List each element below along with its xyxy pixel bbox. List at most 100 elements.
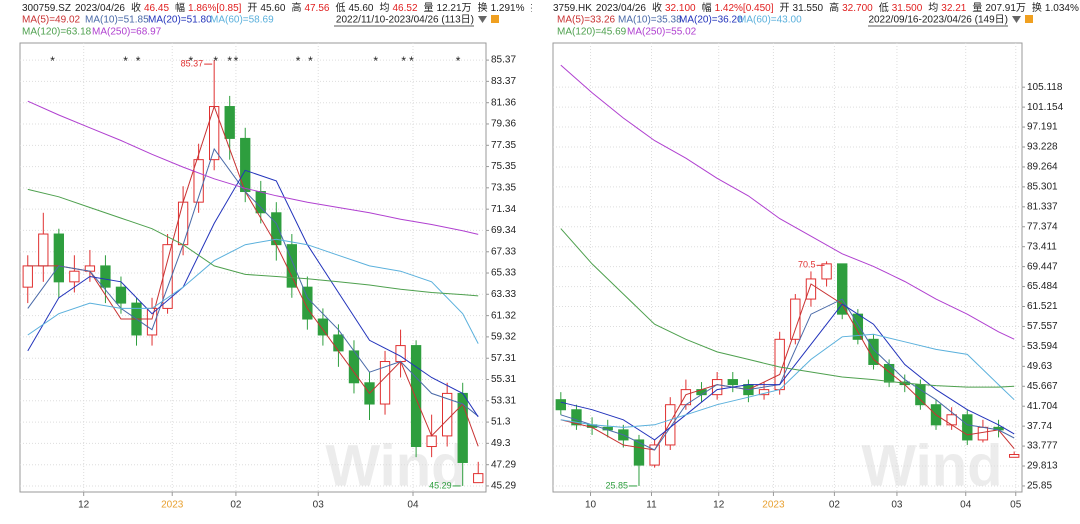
candle-body (790, 298, 801, 340)
field-value: 45.60 (348, 3, 373, 14)
field-label: 幅 (175, 1, 185, 14)
high-label: 70.5 (798, 260, 816, 270)
field-label: 幅 (702, 1, 712, 14)
candle-body (837, 263, 848, 315)
y-tick-label: 105.118 (1027, 82, 1063, 93)
field-label: 振 (530, 1, 532, 14)
field-value: 47.56 (304, 3, 329, 14)
high-label: 85.37 (181, 58, 204, 68)
ma-line (27, 147, 479, 417)
range-label: 2022/09/16-2023/04/26 (149日) (868, 15, 1008, 26)
y-tick-label: 93.228 (1027, 142, 1058, 153)
field-value: 12.21万 (437, 3, 472, 14)
field-value: 32.100 (665, 3, 696, 14)
y-tick-label: 83.37 (491, 76, 516, 87)
field-label: 换 (478, 1, 488, 14)
y-tick-label: 33.777 (1027, 441, 1058, 452)
field-label: 量 (424, 2, 434, 14)
y-tick-label: 53.31 (491, 395, 516, 406)
legend-entry: MA(250)=55.02 (627, 27, 697, 38)
y-tick-label: 81.337 (1027, 201, 1058, 212)
legend-entry: MA(20)=51.80 (148, 15, 212, 26)
field-label: 开 (247, 3, 257, 14)
candle-body (333, 334, 344, 352)
candle-body (177, 201, 189, 246)
field-value: 1.291% (491, 3, 525, 14)
field-value: 1.42%[0.450] (715, 3, 774, 14)
low-label: 25.85 (605, 480, 628, 490)
field-value: 31.550 (793, 3, 824, 14)
y-tick-label: 79.36 (491, 119, 516, 130)
legend-entry: MA(10)=51.85 (85, 15, 149, 26)
field-value: 31.500 (892, 3, 923, 14)
y-tick-label: 69.34 (491, 225, 516, 236)
watermark: Wind (325, 433, 466, 498)
event-marker: * (409, 54, 414, 68)
field-label: 高 (291, 1, 301, 14)
candle-body (162, 244, 173, 309)
event-marker: * (213, 54, 218, 68)
candle-body (426, 435, 437, 448)
legend-entry: MA(60)=58.69 (210, 15, 274, 26)
field-label: 高 (829, 1, 839, 14)
y-tick-label: 81.36 (491, 97, 516, 108)
field-value: 46.45 (144, 3, 169, 14)
legend-entry: MA(120)=45.69 (557, 27, 627, 38)
field-value: 32.700 (842, 3, 873, 14)
dropdown-icon (1012, 16, 1021, 23)
legend-entry: MA(250)=68.97 (92, 27, 162, 38)
field-value: 46.52 (393, 3, 418, 14)
candle-body (555, 399, 567, 411)
legend-entry: MA(120)=63.18 (22, 27, 92, 38)
y-tick-label: 97.191 (1027, 122, 1058, 133)
y-tick-label: 25.85 (1027, 481, 1052, 492)
y-tick-label: 47.29 (491, 459, 516, 470)
candle-body (977, 426, 989, 441)
field-label: 低 (335, 1, 345, 14)
y-tick-label: 73.411 (1027, 241, 1057, 252)
candle-body (649, 444, 660, 466)
y-tick-label: 89.264 (1027, 162, 1058, 173)
ma-line (560, 228, 1015, 388)
x-tick-label: 03 (891, 500, 903, 511)
y-tick-label: 61.521 (1027, 301, 1058, 312)
candle-body (100, 265, 111, 288)
header: 3759.HK 2023/04/26 收 32.100 幅 1.42%[0.450] 开 31… (553, 1, 1080, 14)
event-marker: * (227, 54, 232, 68)
y-tick-label: 73.35 (491, 182, 516, 193)
field-value: 207.91万 (985, 3, 1026, 14)
y-tick-label: 51.3 (491, 417, 511, 428)
event-marker: * (189, 54, 194, 68)
y-tick-label: 59.32 (491, 332, 516, 343)
event-marker: * (123, 54, 128, 68)
candle-body (115, 286, 127, 304)
candle-body (727, 379, 738, 386)
candle-body (38, 233, 49, 267)
ma-line (560, 298, 1015, 451)
event-marker: * (234, 54, 239, 68)
ma-line (27, 104, 479, 447)
x-tick-label: 02 (230, 500, 242, 511)
y-tick-label: 85.37 (491, 55, 516, 66)
y-tick-label: 77.374 (1027, 221, 1058, 232)
ma-line (560, 283, 1015, 451)
y-tick-label: 85.301 (1027, 182, 1058, 193)
candle-body (805, 278, 817, 300)
y-tick-label: 45.667 (1027, 381, 1058, 392)
x-tick-label: 11 (646, 500, 657, 511)
settings-icon (1025, 15, 1033, 23)
date: 2023/04/26 (75, 3, 125, 14)
x-tick-label: 02 (829, 500, 841, 511)
event-marker: * (50, 54, 55, 68)
ma-line (27, 238, 479, 344)
y-tick-label: 57.557 (1027, 321, 1058, 332)
legend-entry: MA(20)=36.20 (679, 15, 743, 26)
candle-body (821, 263, 832, 280)
field-value: 1.86%[0.85] (188, 3, 242, 14)
event-marker: * (373, 54, 378, 68)
y-tick-label: 61.32 (491, 310, 516, 321)
y-tick-label: 63.33 (491, 289, 516, 300)
x-tick-label: 2023 (161, 500, 184, 511)
